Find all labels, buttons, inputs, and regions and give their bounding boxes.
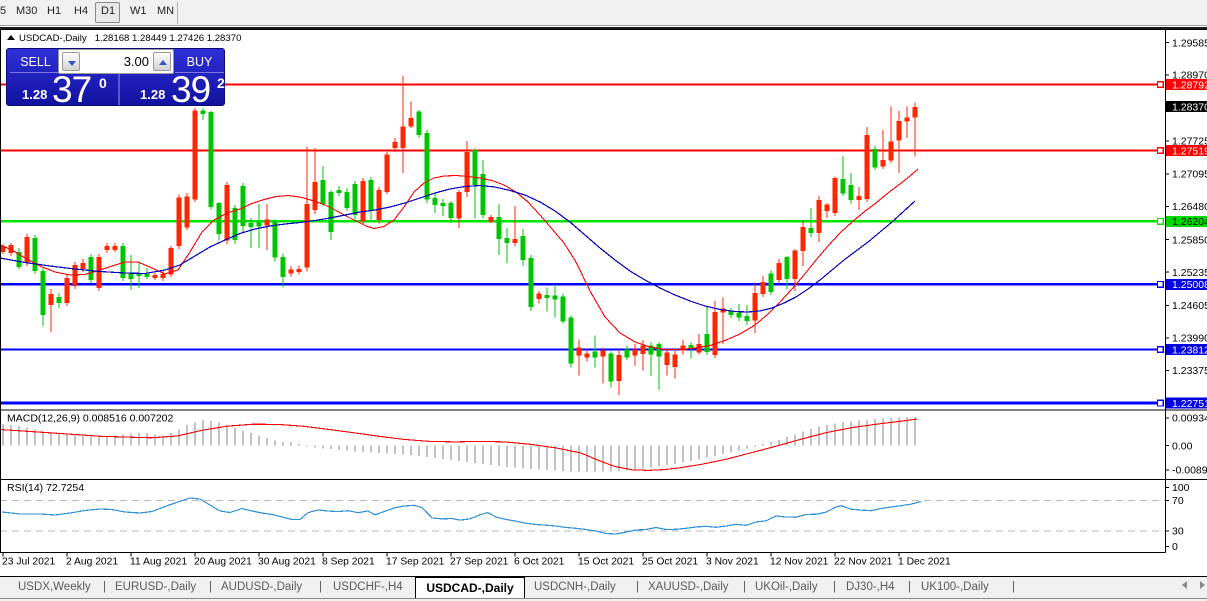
svg-text:1.27095: 1.27095: [1172, 169, 1207, 181]
svg-text:27 Sep 2021: 27 Sep 2021: [450, 556, 509, 567]
svg-text:1.22751: 1.22751: [1172, 398, 1207, 410]
svg-text:1.26204: 1.26204: [1172, 216, 1207, 228]
svg-text:100: 100: [1172, 482, 1190, 494]
svg-text:1.23812: 1.23812: [1172, 344, 1207, 356]
svg-text:0: 0: [1172, 541, 1178, 553]
svg-text:22 Nov 2021: 22 Nov 2021: [834, 556, 893, 567]
svg-text:30 Aug 2021: 30 Aug 2021: [258, 556, 316, 567]
svg-text:2 Aug 2021: 2 Aug 2021: [66, 556, 118, 567]
svg-text:6 Oct 2021: 6 Oct 2021: [514, 556, 565, 567]
svg-text:MACD(12,26,9) 0.008516 0.00720: MACD(12,26,9) 0.008516 0.007202: [7, 413, 174, 425]
svg-text:0.009345: 0.009345: [1172, 413, 1207, 425]
svg-text:12 Nov 2021: 12 Nov 2021: [770, 556, 829, 567]
svg-text:-0.008902: -0.008902: [1172, 465, 1207, 477]
svg-text:RSI(14) 72.7254: RSI(14) 72.7254: [7, 482, 84, 494]
svg-text:1.25850: 1.25850: [1172, 234, 1207, 246]
svg-text:70: 70: [1172, 495, 1184, 507]
svg-text:1.28970: 1.28970: [1172, 70, 1207, 82]
svg-text:0.00: 0.00: [1172, 440, 1193, 452]
svg-text:1 Dec 2021: 1 Dec 2021: [898, 556, 951, 567]
svg-text:1.25235: 1.25235: [1172, 267, 1207, 279]
svg-text:15 Oct 2021: 15 Oct 2021: [578, 556, 634, 567]
svg-text:11 Aug 2021: 11 Aug 2021: [130, 556, 187, 567]
svg-text:1.23990: 1.23990: [1172, 333, 1207, 345]
svg-text:3 Nov 2021: 3 Nov 2021: [706, 556, 759, 567]
svg-text:17 Sep 2021: 17 Sep 2021: [386, 556, 445, 567]
svg-text:23 Jul 2021: 23 Jul 2021: [2, 556, 56, 567]
svg-text:20 Aug 2021: 20 Aug 2021: [194, 556, 252, 567]
svg-text:1.26480: 1.26480: [1172, 201, 1207, 213]
svg-text:1.29585: 1.29585: [1172, 37, 1207, 49]
svg-text:1.28370: 1.28370: [1172, 101, 1207, 113]
svg-text:1.27725: 1.27725: [1172, 135, 1207, 147]
svg-text:1.25008: 1.25008: [1172, 279, 1207, 291]
svg-text:25 Oct 2021: 25 Oct 2021: [642, 556, 698, 567]
svg-text:1.28792: 1.28792: [1172, 79, 1207, 91]
svg-text:30: 30: [1172, 526, 1184, 538]
svg-text:1.27519: 1.27519: [1172, 145, 1207, 157]
svg-text:1.24605: 1.24605: [1172, 300, 1207, 312]
svg-text:8 Sep 2021: 8 Sep 2021: [322, 556, 375, 567]
svg-text:1.23375: 1.23375: [1172, 365, 1207, 377]
